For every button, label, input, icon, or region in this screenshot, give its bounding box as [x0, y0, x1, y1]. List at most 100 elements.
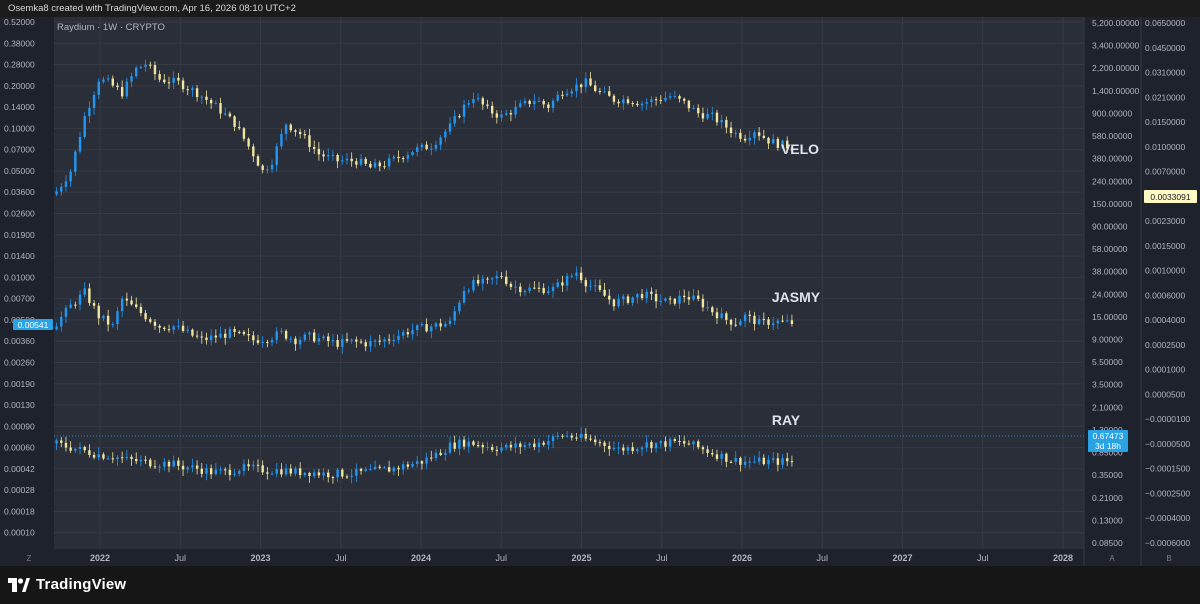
tradingview-logo-icon	[8, 577, 30, 592]
candle-body	[481, 278, 485, 284]
candle-body	[266, 169, 269, 171]
candle-body	[331, 340, 335, 342]
candle-body	[280, 469, 283, 475]
candle-body	[195, 465, 199, 469]
candle-body	[715, 312, 719, 319]
chart-legend-title[interactable]: Raydium · 1W · CRYPTO	[57, 22, 165, 33]
candle-body	[270, 339, 274, 343]
candle-body	[514, 443, 517, 448]
candle-body	[448, 123, 452, 132]
candle-body	[425, 324, 428, 332]
candle-body	[692, 441, 695, 445]
candle-body	[92, 303, 96, 306]
candle-body	[97, 305, 100, 319]
right-axis-tick: 0.0650000	[1145, 18, 1185, 28]
candle-body	[60, 440, 63, 443]
candle-body	[509, 444, 513, 448]
candle-body	[659, 441, 662, 444]
candle-body	[102, 79, 105, 82]
candle-body	[144, 459, 147, 461]
candle-body	[322, 336, 325, 339]
tradingview-logo[interactable]: TradingView	[8, 576, 126, 593]
candle-body	[505, 113, 508, 115]
candle-body	[308, 472, 311, 477]
candle-body	[219, 333, 222, 338]
candle-body	[214, 103, 218, 105]
chart-frame: 2022 Jul 2023 Jul 2024 Jul 2025 Jul 2026 Jul 2027 J…	[0, 17, 1200, 566]
candle-body	[528, 443, 531, 446]
candle-body	[158, 466, 161, 468]
axes: 2022 Jul 2023 Jul 2024 Jul 2025 Jul 2026 Jul 2027 J…	[0, 17, 1200, 566]
candle-body	[678, 96, 681, 99]
right-axis-tick: 0.0001000	[1145, 365, 1185, 375]
candle-body	[135, 304, 138, 307]
candle-body	[378, 466, 381, 468]
candle-body	[383, 339, 386, 342]
candle-body	[191, 465, 194, 468]
candle-body	[673, 298, 677, 304]
candle-body	[762, 318, 766, 320]
candle-body	[78, 294, 82, 305]
candle-body	[373, 340, 377, 342]
candle-body	[153, 321, 157, 326]
candle-body	[547, 104, 550, 109]
candle-body	[111, 78, 115, 86]
candle-body	[163, 79, 166, 83]
candle-body	[579, 272, 583, 281]
candle-body	[401, 464, 405, 470]
x-tick-label: Jul	[656, 553, 668, 563]
candle-body	[64, 442, 68, 448]
candle-body	[636, 103, 639, 106]
candle-body	[191, 329, 194, 336]
candle-body	[519, 103, 522, 107]
candle-body	[336, 469, 339, 478]
candle-body	[135, 459, 138, 462]
candle-body	[191, 88, 194, 91]
candle-body	[60, 186, 63, 192]
candle-body	[786, 320, 789, 322]
corner-label-b: B	[1166, 554, 1171, 563]
candle-body	[120, 87, 124, 97]
candle-body	[425, 457, 428, 464]
candle-body	[74, 304, 77, 306]
x-tick-label: 2023	[250, 553, 270, 563]
candle-body	[659, 99, 662, 101]
candle-body	[448, 442, 452, 453]
left-axis-tick: 0.01900	[4, 230, 35, 240]
candle-body	[298, 131, 302, 135]
plot-area[interactable]	[54, 17, 1084, 549]
right-axis-tick: 0.0450000	[1145, 43, 1185, 53]
middle-axis-tick: 5,200.00000	[1092, 18, 1140, 28]
candle-body	[776, 320, 780, 324]
candle-body	[364, 342, 367, 347]
corner-label-a: A	[1109, 554, 1115, 563]
candle-body	[200, 468, 203, 474]
candle-body	[411, 330, 414, 335]
left-axis-tick: 0.00018	[4, 506, 35, 516]
candle-body	[195, 335, 199, 337]
x-tick-label: Jul	[174, 553, 186, 563]
candle-body	[167, 82, 171, 84]
candle-body	[720, 313, 723, 319]
candle-body	[106, 458, 110, 460]
right-axis-tick: 0.0070000	[1145, 167, 1185, 177]
candle-body	[486, 104, 489, 106]
candle-body	[640, 294, 644, 298]
candle-body	[266, 341, 269, 343]
candle-body	[486, 447, 489, 449]
candle-body	[392, 340, 396, 342]
x-tick-label: 2028	[1053, 553, 1073, 563]
candle-body	[537, 100, 541, 102]
candle-body	[224, 333, 227, 338]
candle-body	[622, 99, 625, 104]
candle-body	[692, 107, 695, 109]
candle-body	[116, 457, 119, 459]
left-axis-tick: 0.05000	[4, 166, 35, 176]
candle-body	[706, 307, 709, 309]
candle-body	[594, 285, 597, 287]
price-chart[interactable]: 2022 Jul 2023 Jul 2024 Jul 2025 Jul 2026 Jul 2027 J…	[0, 17, 1200, 566]
candle-body	[355, 468, 358, 476]
candle-body	[481, 445, 485, 448]
candle-body	[261, 465, 264, 473]
candle-body	[579, 84, 583, 88]
